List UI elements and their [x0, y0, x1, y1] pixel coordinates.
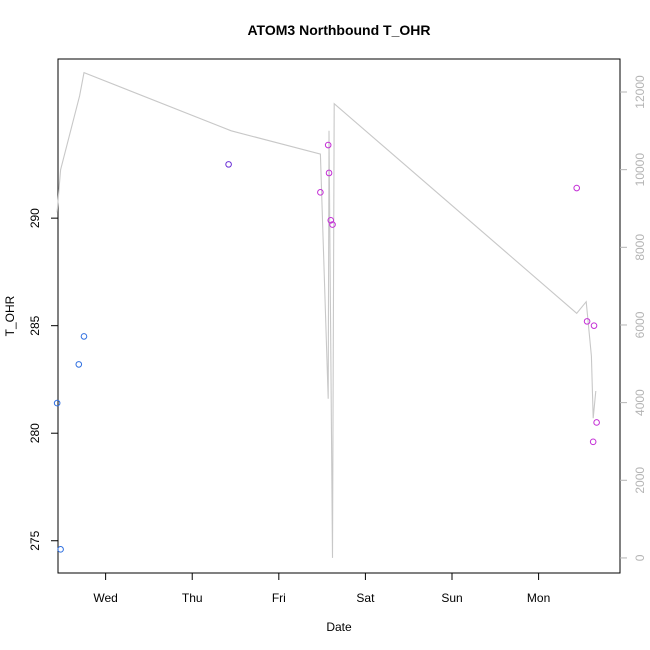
- chart-title: ATOM3 Northbound T_OHR: [247, 22, 430, 38]
- data-point: [573, 184, 581, 192]
- data-point: [75, 361, 83, 368]
- data-point: [325, 169, 333, 177]
- point-layer: [53, 141, 600, 553]
- data-point: [225, 161, 232, 168]
- data-point: [57, 546, 64, 553]
- line-layer: [56, 71, 597, 558]
- y-axis-label: T_OHR: [3, 295, 17, 336]
- x-tick-label: Fri: [272, 591, 286, 605]
- y-tick-label: 280: [28, 423, 42, 443]
- data-point: [583, 318, 591, 325]
- secondary-series-line: [56, 71, 597, 558]
- data-point: [317, 189, 324, 196]
- data-point: [329, 221, 336, 228]
- y2-tick-label: 12000: [633, 75, 647, 109]
- data-point: [324, 141, 332, 149]
- x-tick-label: Wed: [93, 591, 117, 605]
- data-point: [590, 322, 598, 329]
- data-point: [327, 216, 335, 224]
- axes: Wed Thu Fri Sat Sun Mon 275 280 285 290 0 2000 4000 6…: [28, 75, 647, 605]
- y2-tick-label: 8000: [633, 234, 647, 261]
- x-tick-label: Sun: [441, 591, 462, 605]
- y2-tick-label: 0: [633, 554, 647, 561]
- y2-tick-label: 6000: [633, 311, 647, 338]
- x-tick-label: Sat: [356, 591, 375, 605]
- x-axis-label: Date: [326, 620, 352, 634]
- y-tick-label: 285: [28, 315, 42, 335]
- y-tick-label: 275: [28, 530, 42, 550]
- y2-tick-label: 2000: [633, 467, 647, 494]
- x-tick-label: Mon: [527, 591, 550, 605]
- y-tick-label: 290: [28, 208, 42, 228]
- data-point: [53, 399, 61, 407]
- y2-tick-label: 10000: [633, 153, 647, 187]
- plot-frame: [57, 58, 621, 574]
- x-tick-label: Thu: [182, 591, 203, 605]
- data-point: [80, 333, 88, 340]
- y2-tick-label: 4000: [633, 389, 647, 416]
- data-point: [589, 438, 597, 446]
- data-point: [593, 419, 600, 426]
